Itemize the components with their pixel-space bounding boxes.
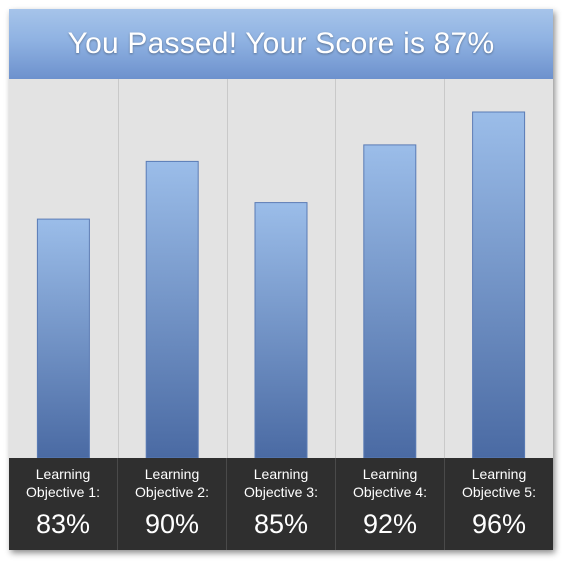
objective-bar-3 xyxy=(254,202,308,458)
objective-label: Learning Objective 4: xyxy=(353,466,427,500)
objective-bar-5 xyxy=(472,111,526,458)
objective-score: 96% xyxy=(471,509,527,539)
objective-bar-1 xyxy=(36,218,90,458)
objective-cell-2: Learning Objective 2: 90% xyxy=(117,458,226,550)
score-title: You Passed! Your Score is 87% xyxy=(67,27,495,60)
objective-bar-4 xyxy=(363,144,417,458)
objective-label: Learning Objective 5: xyxy=(462,466,536,500)
objective-score: 90% xyxy=(144,509,200,539)
objective-label: Learning Objective 1: xyxy=(26,466,100,500)
chart-canvas xyxy=(36,79,526,458)
objective-label: Learning Objective 2: xyxy=(135,466,209,500)
objective-cell-4: Learning Objective 4: 92% xyxy=(335,458,444,550)
objective-labels-row: Learning Objective 1: 83% Learning Objec… xyxy=(9,458,553,550)
objective-bar-chart xyxy=(9,79,553,458)
score-report-card: You Passed! Your Score is 87% Learning O… xyxy=(9,9,553,550)
objective-score: 83% xyxy=(35,509,91,539)
objective-cell-5: Learning Objective 5: 96% xyxy=(444,458,553,550)
objective-cell-3: Learning Objective 3: 85% xyxy=(226,458,335,550)
objective-bar-2 xyxy=(145,160,199,458)
objective-score: 85% xyxy=(253,509,309,539)
score-header: You Passed! Your Score is 87% xyxy=(9,9,553,80)
objective-label: Learning Objective 3: xyxy=(244,466,318,500)
objective-score: 92% xyxy=(362,509,418,539)
objective-cell-1: Learning Objective 1: 83% xyxy=(9,458,117,550)
